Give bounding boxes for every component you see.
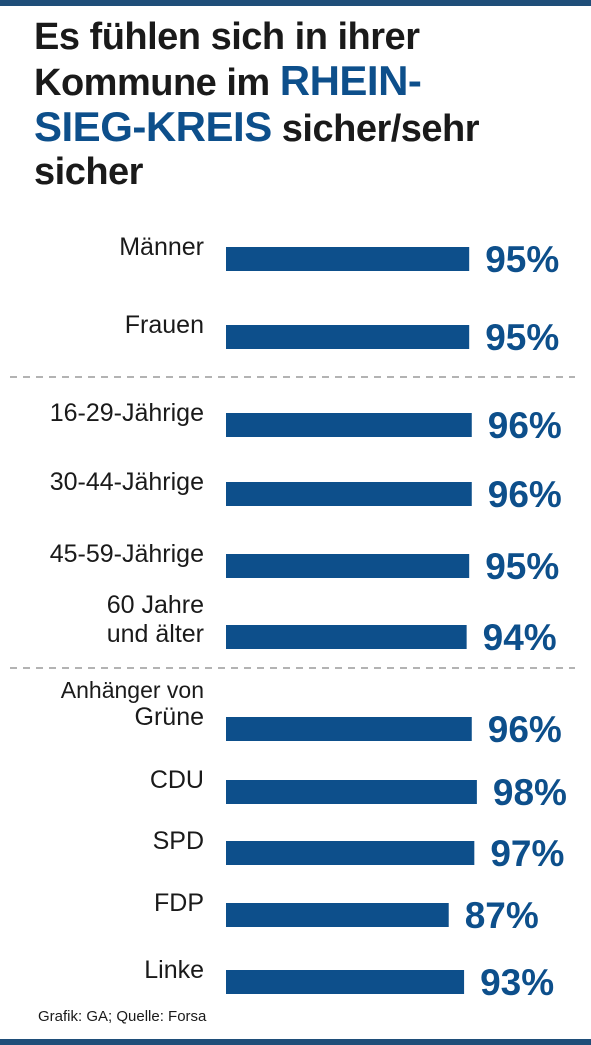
bar bbox=[226, 413, 472, 437]
title-text-start: Es fühlen sich in ihrer Kommune im bbox=[34, 16, 420, 104]
category-label: 16-29-Jährige bbox=[50, 399, 204, 427]
bar bbox=[226, 325, 470, 349]
data-label: 96% bbox=[488, 474, 562, 515]
group-heading: Anhänger von bbox=[61, 677, 204, 703]
data-label: 95% bbox=[485, 317, 559, 358]
category-label: FDP bbox=[154, 889, 204, 917]
data-label: 95% bbox=[485, 546, 559, 587]
category-label: Linke bbox=[144, 956, 204, 984]
bar bbox=[226, 247, 470, 271]
data-label: 98% bbox=[493, 772, 567, 813]
category-label: Grüne bbox=[135, 703, 204, 731]
bar bbox=[226, 780, 477, 804]
bar bbox=[226, 554, 470, 578]
bottom-rule bbox=[0, 1039, 591, 1045]
data-label: 95% bbox=[485, 239, 559, 280]
bar bbox=[226, 717, 472, 741]
category-label: und älter bbox=[107, 620, 204, 648]
bar bbox=[226, 970, 465, 994]
title-highlight-rhein: RHEIN- bbox=[279, 57, 422, 104]
data-label: 96% bbox=[488, 405, 562, 446]
source-note: Grafik: GA; Quelle: Forsa bbox=[38, 1008, 207, 1025]
category-label: CDU bbox=[150, 766, 204, 794]
data-label: 97% bbox=[490, 833, 564, 874]
bar bbox=[226, 625, 467, 649]
category-label: Männer bbox=[119, 233, 204, 261]
bar bbox=[226, 482, 472, 506]
category-label: Frauen bbox=[125, 311, 204, 339]
data-label: 93% bbox=[480, 962, 554, 1003]
title-text-end: sicher/sehr sicher bbox=[34, 108, 480, 193]
category-label: 45-59-Jährige bbox=[50, 540, 204, 568]
top-rule bbox=[0, 0, 591, 6]
bar bbox=[226, 903, 449, 927]
category-label: SPD bbox=[153, 827, 204, 855]
bar bbox=[226, 841, 475, 865]
category-label: 30-44-Jährige bbox=[50, 468, 204, 496]
title-highlight-sieg-kreis: SIEG-KREIS bbox=[34, 103, 272, 150]
chart-title: Es fühlen sich in ihrer Kommune im RHEIN… bbox=[34, 16, 574, 194]
data-label: 94% bbox=[483, 617, 557, 658]
category-label: 60 Jahre bbox=[107, 591, 204, 619]
data-label: 96% bbox=[488, 709, 562, 750]
data-label: 87% bbox=[465, 895, 539, 936]
